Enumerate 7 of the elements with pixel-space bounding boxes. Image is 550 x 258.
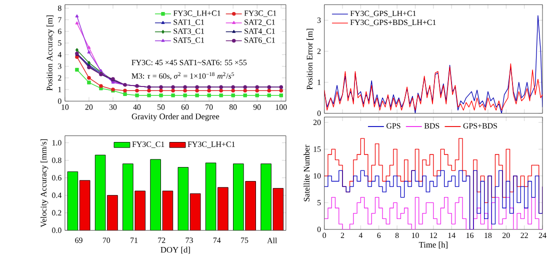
y-axis-title: Velocity Accuracy [mm/s]: [40, 140, 48, 228]
x-axis-title: Gravity Order and Degree: [132, 114, 220, 122]
x-axis-title: Time [h]: [418, 242, 448, 249]
x-axis-title: DOY [d]: [160, 246, 190, 254]
y-axis-title: Satellite Number: [304, 144, 310, 202]
y-axis-title: Position Error [m]: [306, 29, 314, 90]
y-axis-title: Position Accuracy [m]: [46, 16, 54, 91]
